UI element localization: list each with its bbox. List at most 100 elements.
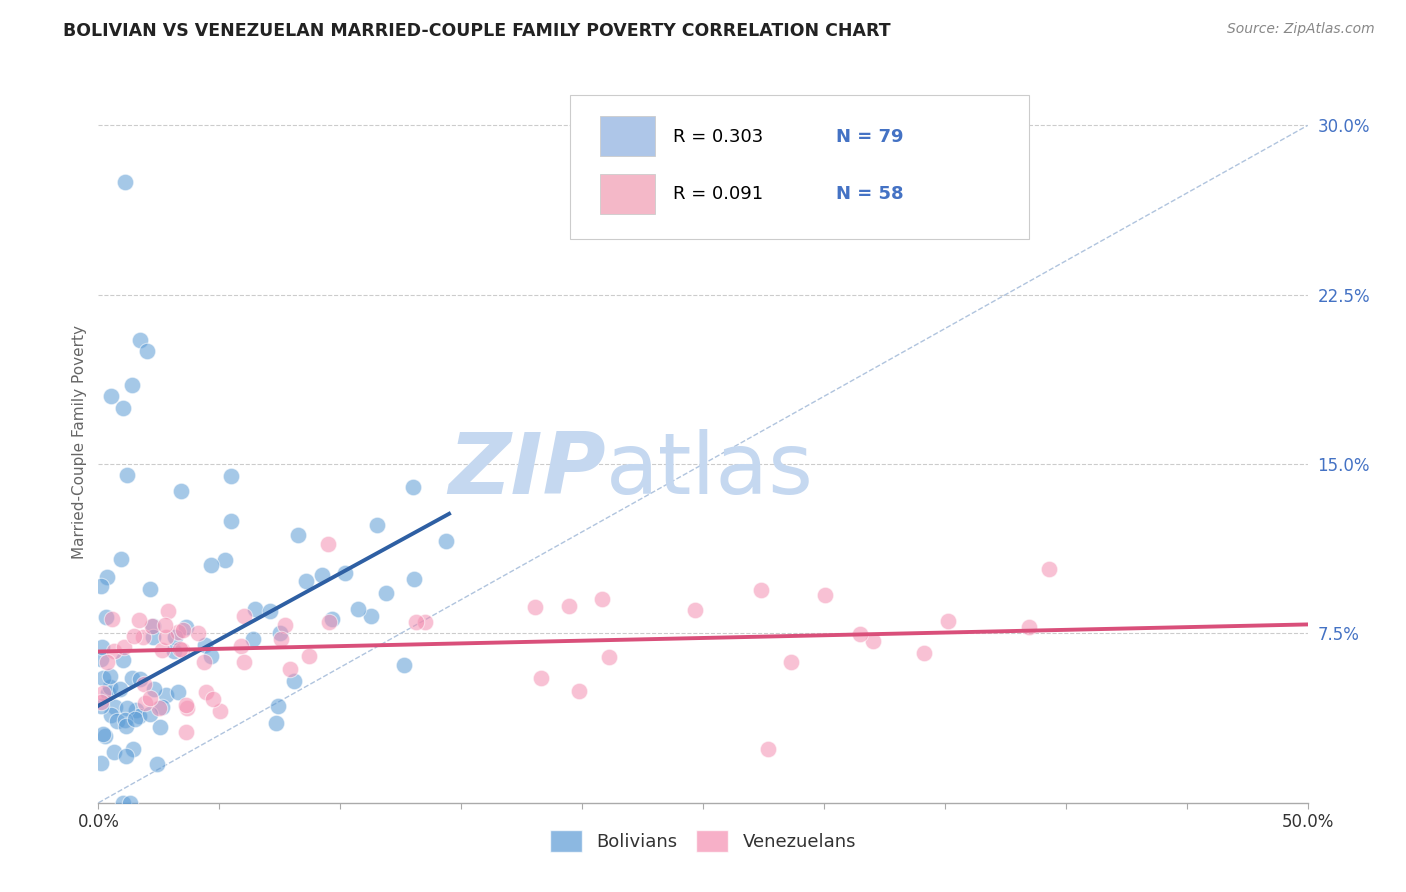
Point xyxy=(172,623,194,637)
Point xyxy=(155,688,177,702)
Point xyxy=(96,656,118,670)
Point xyxy=(558,599,581,613)
Point xyxy=(112,640,135,654)
Point xyxy=(139,582,162,596)
Point xyxy=(112,653,135,667)
Point xyxy=(318,615,340,629)
Point xyxy=(156,604,179,618)
Point xyxy=(139,691,162,706)
Text: ZIP: ZIP xyxy=(449,429,606,512)
Point xyxy=(229,639,252,653)
Text: N = 79: N = 79 xyxy=(837,128,904,145)
Point xyxy=(141,619,163,633)
Point xyxy=(862,633,884,648)
Point xyxy=(114,713,136,727)
Point xyxy=(270,632,292,646)
Point xyxy=(118,796,141,810)
Point xyxy=(132,677,155,691)
Point xyxy=(209,704,232,718)
Point xyxy=(169,484,191,499)
Point xyxy=(149,720,172,734)
Point xyxy=(176,698,198,713)
Point xyxy=(233,656,256,670)
Point xyxy=(134,696,156,710)
Point xyxy=(202,691,225,706)
FancyBboxPatch shape xyxy=(600,116,655,156)
Text: BOLIVIAN VS VENEZUELAN MARRIED-COUPLE FAMILY POVERTY CORRELATION CHART: BOLIVIAN VS VENEZUELAN MARRIED-COUPLE FA… xyxy=(63,22,891,40)
Point xyxy=(174,620,197,634)
Text: Source: ZipAtlas.com: Source: ZipAtlas.com xyxy=(1227,22,1375,37)
Point xyxy=(1038,562,1060,576)
Point xyxy=(283,674,305,689)
Point xyxy=(91,727,114,741)
Point xyxy=(264,716,287,731)
Point xyxy=(568,684,591,698)
Point xyxy=(91,671,114,685)
Point xyxy=(90,640,112,654)
Point xyxy=(347,601,370,615)
Point xyxy=(108,681,131,696)
Point xyxy=(98,680,121,694)
Point xyxy=(150,700,173,714)
Point xyxy=(176,701,198,715)
Point xyxy=(849,627,872,641)
Point xyxy=(103,643,125,657)
Point xyxy=(311,568,333,582)
Point xyxy=(163,644,186,658)
Point xyxy=(121,378,143,392)
Point xyxy=(405,615,427,629)
Point xyxy=(360,608,382,623)
Point xyxy=(200,648,222,663)
Point xyxy=(150,642,173,657)
Point xyxy=(394,657,416,672)
Point xyxy=(104,700,127,714)
Point xyxy=(598,650,620,665)
Point xyxy=(94,610,117,624)
Point xyxy=(98,669,121,683)
Point xyxy=(117,701,139,715)
Point xyxy=(96,570,118,584)
Point xyxy=(105,714,128,729)
Point xyxy=(193,655,215,669)
Point xyxy=(100,707,122,722)
Point xyxy=(93,686,115,700)
Point xyxy=(259,604,281,618)
Point xyxy=(374,585,396,599)
Point xyxy=(321,612,343,626)
Point xyxy=(232,609,254,624)
Point xyxy=(214,553,236,567)
Point xyxy=(148,701,170,715)
Point xyxy=(90,652,112,666)
Point xyxy=(298,648,321,663)
Point xyxy=(139,707,162,722)
Point xyxy=(110,552,132,566)
Point xyxy=(366,517,388,532)
Point xyxy=(165,630,187,644)
Point xyxy=(111,401,134,415)
Point xyxy=(90,694,112,708)
Point xyxy=(413,615,436,630)
Point xyxy=(124,712,146,726)
Point xyxy=(167,624,190,639)
Point xyxy=(1018,620,1040,634)
Point xyxy=(278,662,301,676)
Point xyxy=(751,582,773,597)
FancyBboxPatch shape xyxy=(569,95,1029,239)
Point xyxy=(115,748,138,763)
Point xyxy=(936,615,959,629)
Point xyxy=(174,725,197,739)
Point xyxy=(243,602,266,616)
Point xyxy=(530,671,553,685)
Point xyxy=(125,702,148,716)
Text: R = 0.091: R = 0.091 xyxy=(673,186,763,203)
Point xyxy=(142,681,165,696)
Point xyxy=(269,626,291,640)
Point xyxy=(166,685,188,699)
Point xyxy=(121,671,143,685)
Point xyxy=(814,588,837,602)
Point xyxy=(132,631,155,645)
Point xyxy=(135,344,157,359)
Point xyxy=(114,175,136,189)
Point xyxy=(273,618,295,632)
Y-axis label: Married-Couple Family Poverty: Married-Couple Family Poverty xyxy=(72,325,87,558)
